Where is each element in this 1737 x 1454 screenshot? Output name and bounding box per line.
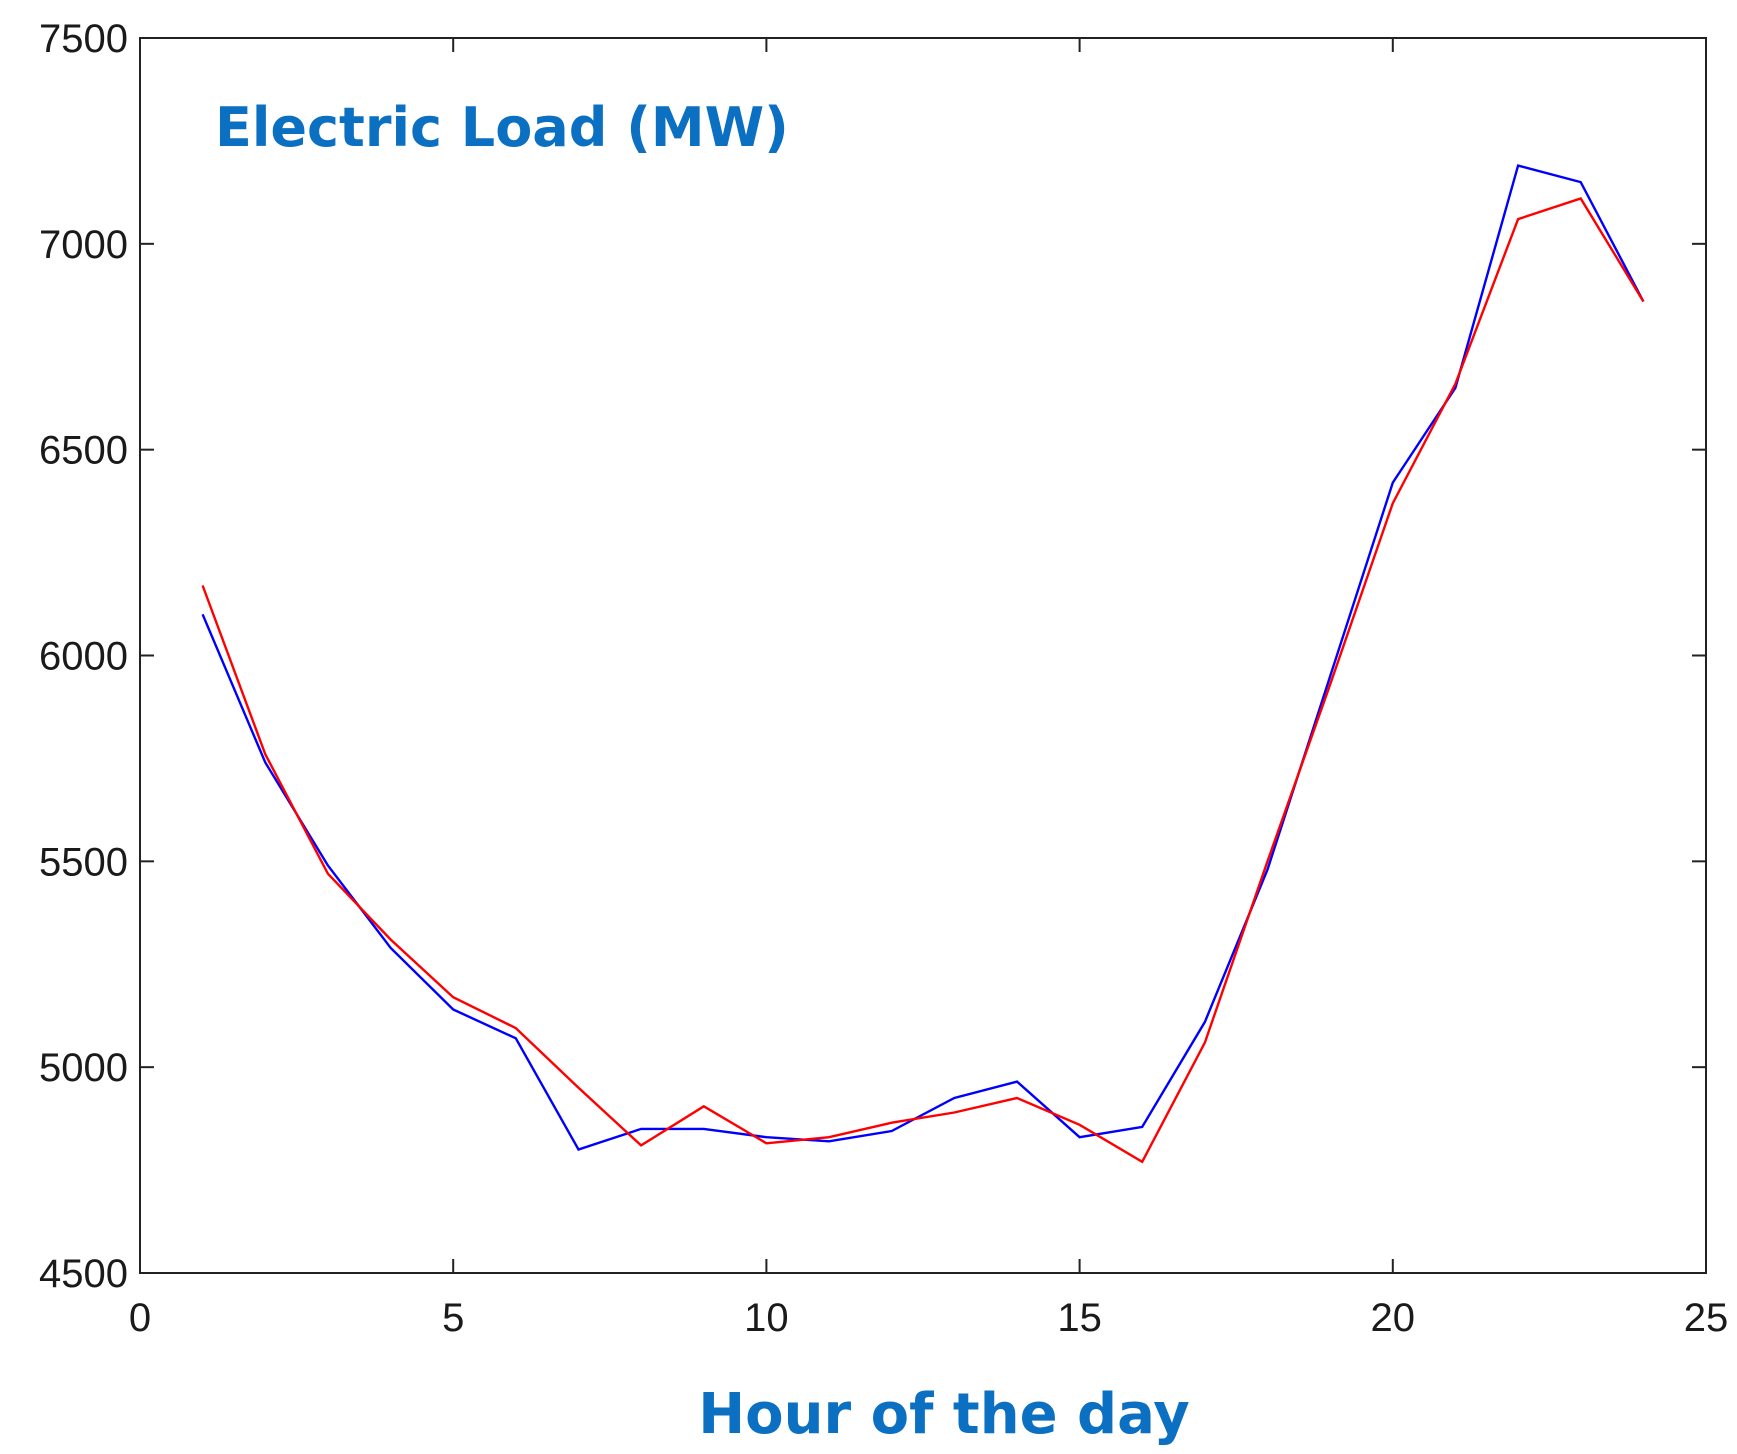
y-axis-ticks: 4500 5000 5500 6000 6500 7000 7500 bbox=[39, 17, 1706, 1296]
y-tick-label: 4500 bbox=[39, 1252, 128, 1296]
x-tick-label: 15 bbox=[1057, 1296, 1102, 1340]
x-axis-label: Hour of the day bbox=[698, 1382, 1189, 1447]
series-layer bbox=[201, 164, 1645, 1164]
series-line-1 bbox=[201, 164, 1645, 1151]
series-line-2 bbox=[201, 197, 1645, 1164]
plot-area-frame bbox=[139, 37, 1707, 1274]
x-tick-label: 5 bbox=[442, 1296, 464, 1340]
y-tick-label: 7000 bbox=[39, 223, 128, 267]
x-tick-label: 20 bbox=[1371, 1296, 1416, 1340]
x-tick-label: 25 bbox=[1684, 1296, 1729, 1340]
y-tick-label: 5500 bbox=[39, 840, 128, 884]
y-tick-label: 5000 bbox=[39, 1046, 128, 1090]
y-tick-label: 6000 bbox=[39, 635, 128, 679]
chart-title: Electric Load (MW) bbox=[215, 96, 789, 159]
x-tick-label: 10 bbox=[744, 1296, 789, 1340]
x-axis-ticks: 0 5 10 15 20 25 bbox=[129, 38, 1728, 1340]
y-tick-label: 7500 bbox=[39, 17, 128, 61]
x-tick-label: 0 bbox=[129, 1296, 151, 1340]
y-tick-label: 6500 bbox=[39, 429, 128, 473]
